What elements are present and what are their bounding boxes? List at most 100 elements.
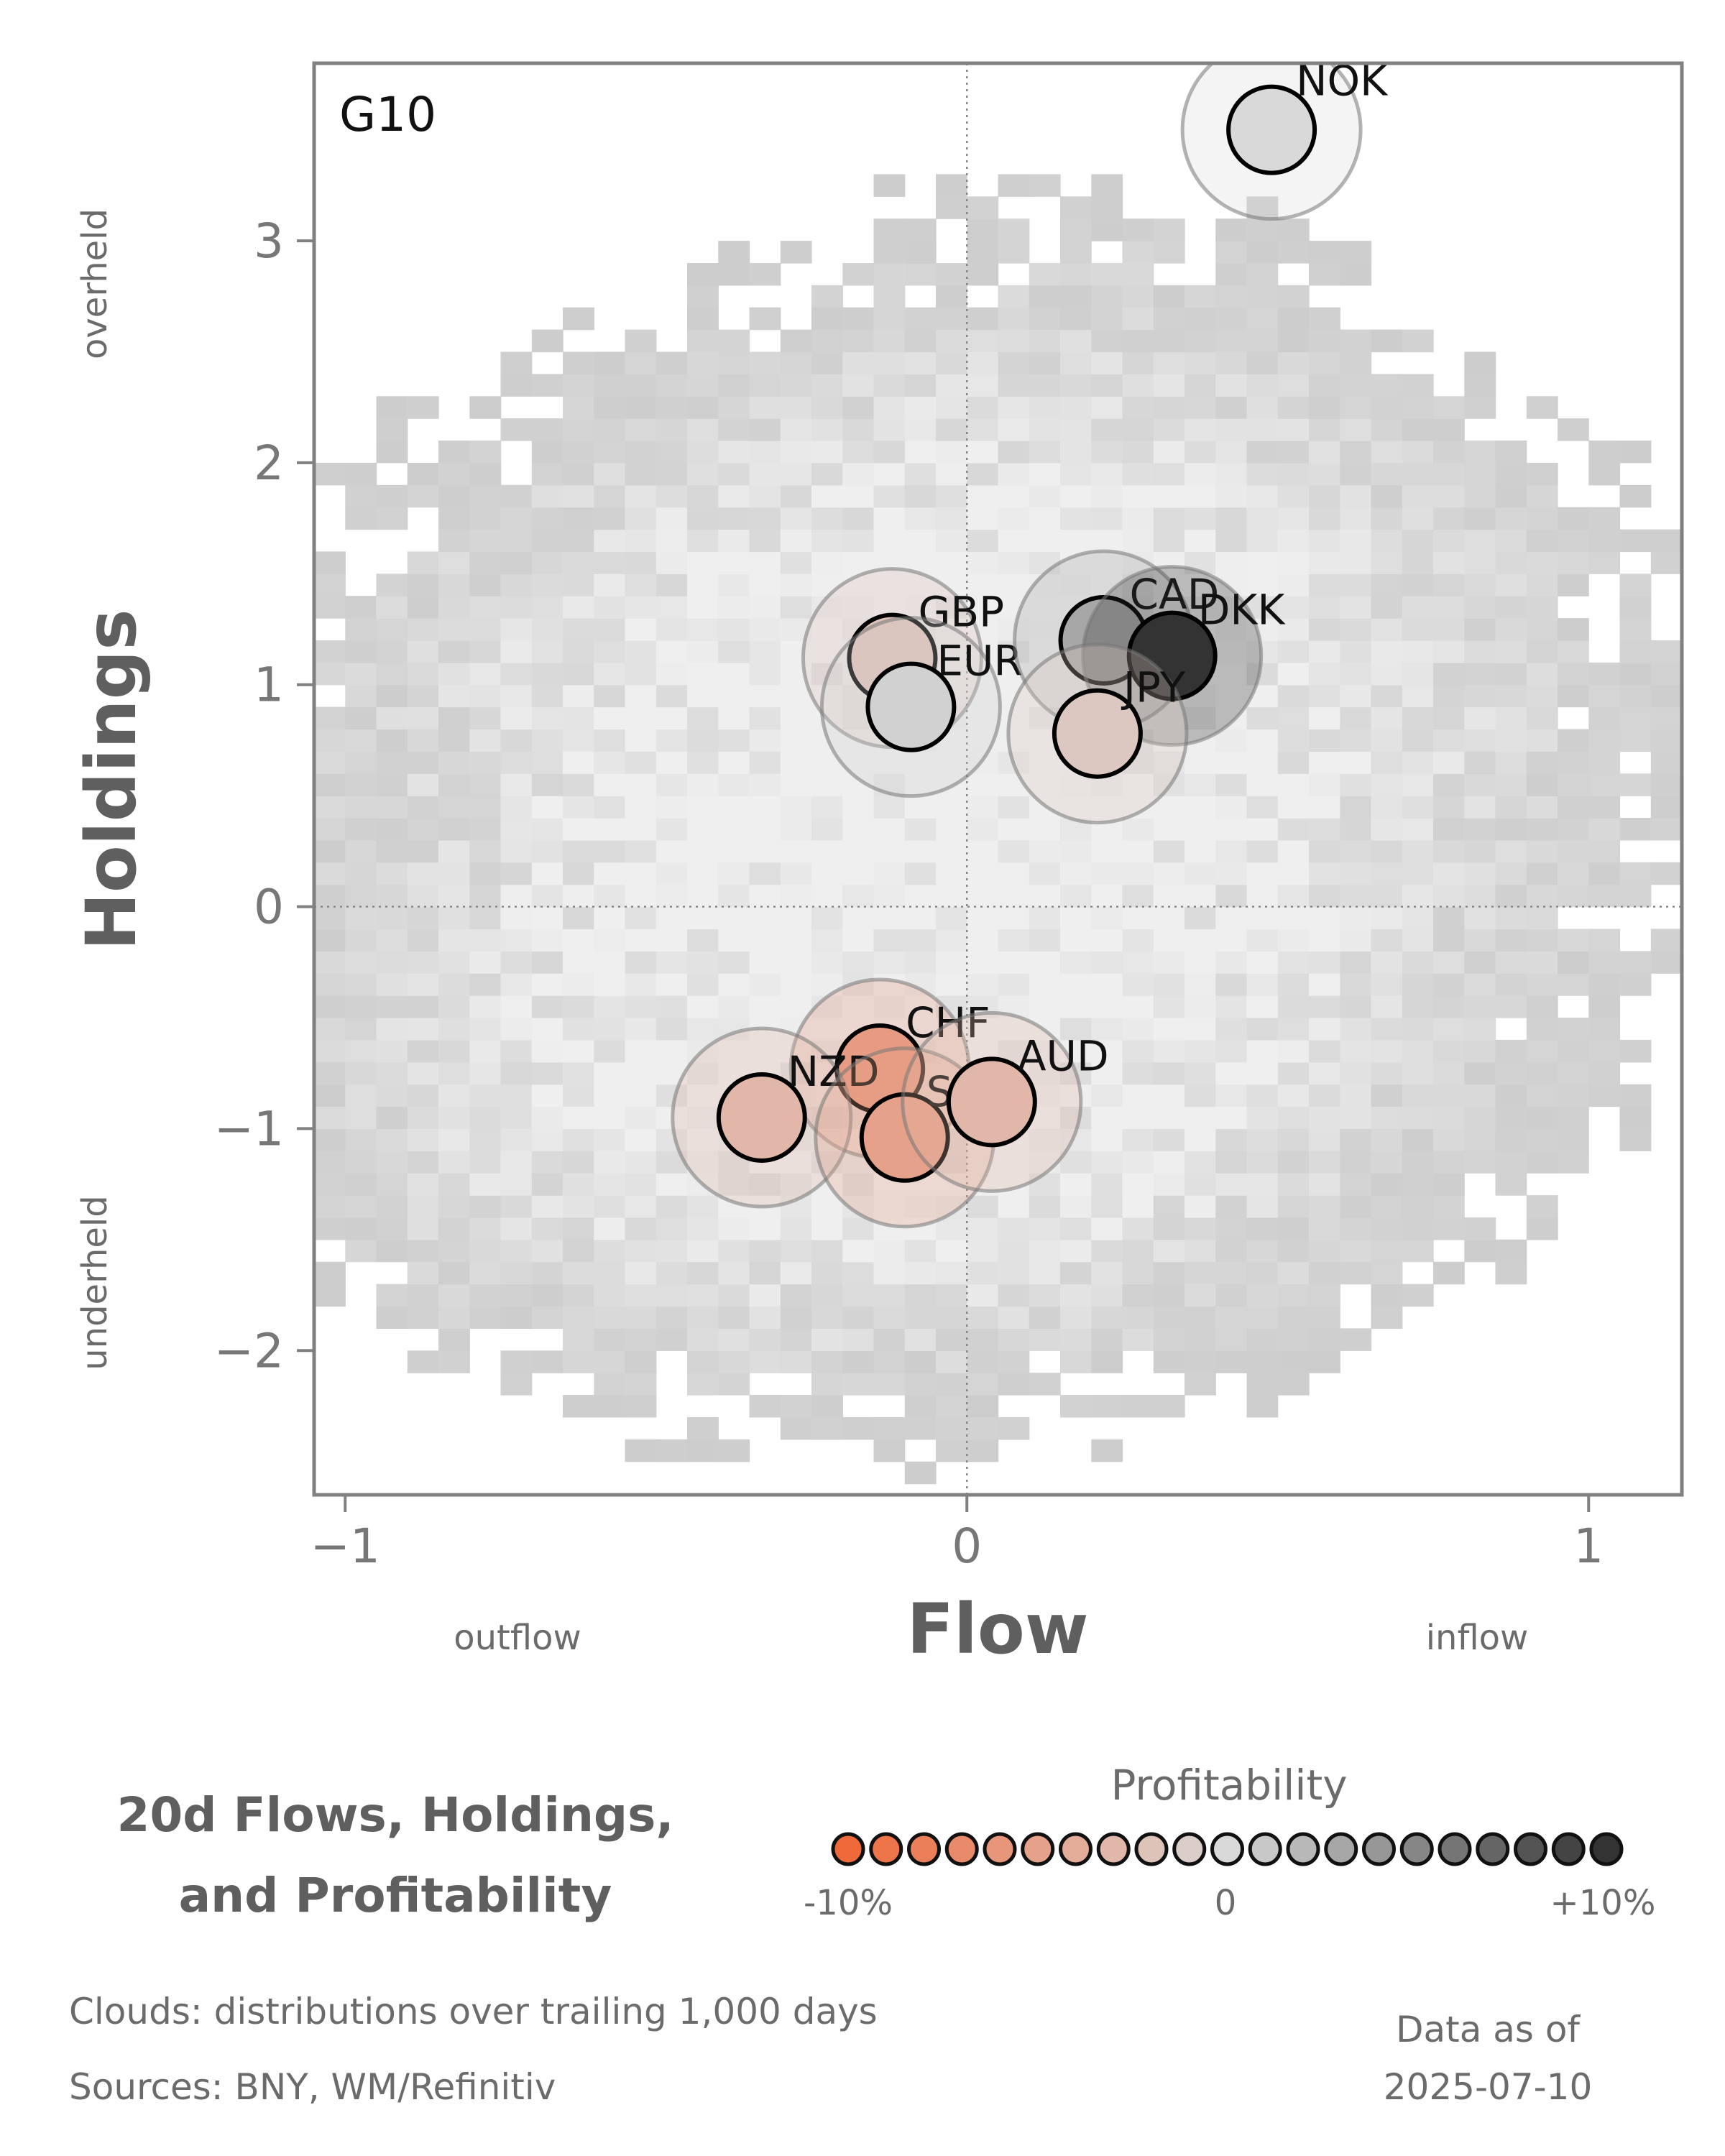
- cloud-cell: [998, 529, 1030, 553]
- cloud-cell: [531, 462, 564, 486]
- cloud-cell: [998, 218, 1030, 241]
- cloud-cell: [1184, 1084, 1216, 1107]
- cloud-cell: [1029, 351, 1061, 374]
- cloud-cell: [1340, 1261, 1372, 1285]
- cloud-cell: [376, 1128, 408, 1151]
- cloud-cell: [594, 1284, 626, 1307]
- cloud-cell: [687, 285, 719, 308]
- cloud-cell: [780, 773, 812, 796]
- cloud-cell: [376, 640, 408, 663]
- cloud-cell: [1215, 218, 1248, 241]
- cloud-cell: [1029, 884, 1061, 908]
- cloud-cell: [500, 1151, 533, 1174]
- cloud-cell: [500, 751, 533, 774]
- cloud-cell: [1464, 1084, 1496, 1107]
- cloud-cell: [687, 507, 719, 530]
- cloud-cell: [749, 507, 781, 530]
- cloud-cell: [811, 1217, 843, 1240]
- cloud-cell: [1184, 1239, 1216, 1263]
- cloud-cell: [1588, 796, 1621, 819]
- cloud-cell: [780, 929, 812, 952]
- cloud-cell: [1091, 1350, 1123, 1373]
- cloud-cell: [1277, 1306, 1310, 1329]
- cloud-cell: [1060, 1261, 1092, 1285]
- cloud-cell: [1650, 662, 1682, 686]
- cloud-cell: [1588, 729, 1621, 752]
- cloud-cell: [563, 796, 594, 819]
- cloud-cell: [345, 662, 377, 686]
- cloud-cell: [1340, 684, 1372, 708]
- cloud-cell: [1246, 307, 1279, 331]
- cloud-cell: [625, 1261, 657, 1285]
- cloud-cell: [656, 573, 688, 596]
- cloud-cell: [1277, 484, 1310, 508]
- cloud-cell: [438, 1261, 470, 1285]
- plot-frame: [312, 61, 1684, 1497]
- cloud-cell: [1277, 596, 1310, 619]
- cloud-cell: [1433, 462, 1465, 486]
- cloud-cell: [594, 573, 626, 596]
- cloud-cell: [967, 196, 999, 219]
- cloud-cell: [1246, 462, 1279, 486]
- cloud-cell: [563, 351, 594, 374]
- cloud-cell: [1588, 462, 1621, 486]
- cloud-cell: [656, 1284, 688, 1307]
- cloud-cell: [967, 1439, 999, 1462]
- cloud-cell: [1029, 995, 1061, 1018]
- cloud-cell: [1122, 1128, 1154, 1151]
- cloud-cell: [1433, 884, 1465, 908]
- cloud-cell: [469, 1261, 502, 1285]
- cloud-cell: [998, 1018, 1030, 1041]
- cloud-cell: [811, 951, 843, 974]
- cloud-cell: [314, 1128, 346, 1151]
- cloud-cell: [500, 573, 533, 596]
- cloud-cell: [1122, 1328, 1154, 1351]
- cloud-cell: [1340, 241, 1372, 264]
- cloud-cell: [1122, 396, 1154, 419]
- cloud-cell: [1060, 418, 1092, 441]
- cloud-cell: [1277, 906, 1310, 930]
- cloud-cell: [563, 1173, 594, 1196]
- cloud-cell: [936, 351, 967, 374]
- cloud-cell: [687, 263, 719, 286]
- cloud-cell: [1184, 1350, 1216, 1373]
- cloud-cell: [904, 529, 937, 553]
- y-tick-label: 0: [254, 880, 284, 935]
- cloud-cell: [407, 929, 439, 952]
- cloud-cell: [1184, 484, 1216, 508]
- cloud-cell: [1277, 441, 1310, 464]
- cloud-cell: [438, 573, 470, 596]
- cloud-cell: [1495, 906, 1527, 930]
- cloud-cell: [1650, 862, 1682, 885]
- cloud-cell: [1464, 484, 1496, 508]
- cloud-cell: [531, 1061, 564, 1085]
- cloud-cell: [1184, 796, 1216, 819]
- cloud-cell: [1526, 529, 1558, 553]
- cloud-cell: [469, 1018, 502, 1041]
- cloud-cell: [563, 484, 594, 508]
- cloud-cell: [1215, 241, 1248, 264]
- cloud-cell: [687, 1061, 719, 1085]
- cloud-cell: [842, 263, 875, 286]
- cloud-cell: [625, 1106, 657, 1129]
- cloud-cell: [1309, 529, 1340, 553]
- cloud-cell: [1184, 839, 1216, 863]
- cloud-cell: [904, 751, 937, 774]
- cloud-cell: [1029, 773, 1061, 796]
- cloud-cell: [1060, 1284, 1092, 1307]
- cloud-cell: [718, 241, 750, 264]
- cloud-cell: [873, 1416, 906, 1440]
- cloud-cell: [563, 1217, 594, 1240]
- cloud-cell: [1246, 241, 1279, 264]
- cloud-cell: [780, 462, 812, 486]
- cloud-cell: [500, 351, 533, 374]
- cloud-cell: [967, 1350, 999, 1373]
- cloud-cell: [1309, 596, 1340, 619]
- cloud-cell: [376, 418, 408, 441]
- cloud-cell: [687, 884, 719, 908]
- cloud-cell: [1184, 884, 1216, 908]
- cloud-cell: [1122, 839, 1154, 863]
- cloud-cell: [563, 1128, 594, 1151]
- cloud-cell: [500, 640, 533, 663]
- cloud-cell: [1277, 796, 1310, 819]
